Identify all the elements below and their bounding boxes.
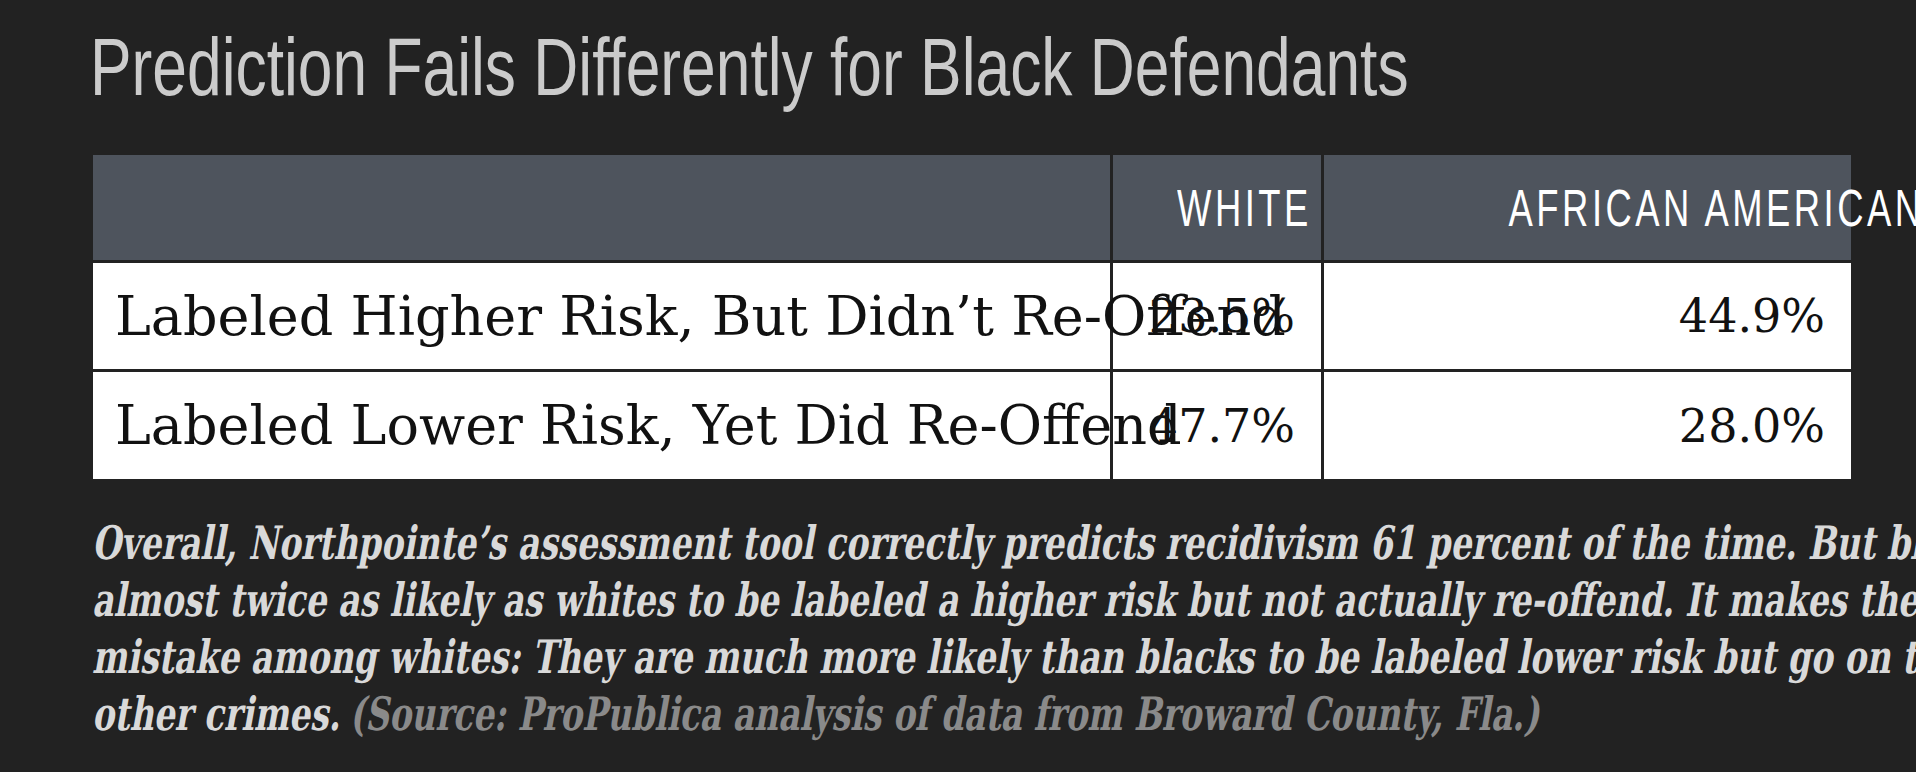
row-label-lower-risk: Labeled Lower Risk, Yet Did Re-Offend (92, 371, 1112, 481)
header-empty-cell (92, 154, 1112, 262)
header-col-african-american-label: AFRICAN AMERICAN (1509, 178, 1916, 238)
caption-line-4-text: other crimes. (92, 687, 340, 741)
header-col-white-label: WHITE (1177, 178, 1326, 238)
chart-title: Prediction Fails Differently for Black D… (90, 26, 1825, 108)
chart-title-text: Prediction Fails Differently for Black D… (90, 26, 1409, 108)
caption: Overall, Northpointe’s assessment tool c… (92, 515, 1916, 743)
table-row-higher-risk: Labeled Higher Risk, But Didn’t Re-Offen… (92, 262, 1853, 371)
cell-lower-risk-african-american: 28.0% (1323, 371, 1853, 481)
cell-higher-risk-african-american: 44.9% (1323, 262, 1853, 371)
header-col-african-american: AFRICAN AMERICAN (1323, 154, 1853, 262)
propublica-table-graphic: { "page": { "background_color": "#222222… (0, 0, 1916, 772)
table-row-lower-risk: Labeled Lower Risk, Yet Did Re-Offend 47… (92, 371, 1853, 481)
header-col-white: WHITE (1112, 154, 1323, 262)
graphic-canvas: Prediction Fails Differently for Black D… (0, 0, 1916, 772)
table-header-row: WHITE AFRICAN AMERICAN (92, 154, 1853, 262)
caption-line-4: other crimes.(Source: ProPublica analysi… (92, 686, 1916, 743)
row-label-higher-risk: Labeled Higher Risk, But Didn’t Re-Offen… (92, 262, 1112, 371)
caption-line-1: Overall, Northpointe’s assessment tool c… (92, 515, 1916, 572)
data-table: WHITE AFRICAN AMERICAN Labeled Higher Ri… (90, 152, 1854, 482)
caption-line-2: almost twice as likely as whites to be l… (92, 572, 1916, 629)
caption-source: (Source: ProPublica analysis of data fro… (349, 687, 1539, 741)
caption-line-3: mistake among whites: They are much more… (92, 629, 1916, 686)
